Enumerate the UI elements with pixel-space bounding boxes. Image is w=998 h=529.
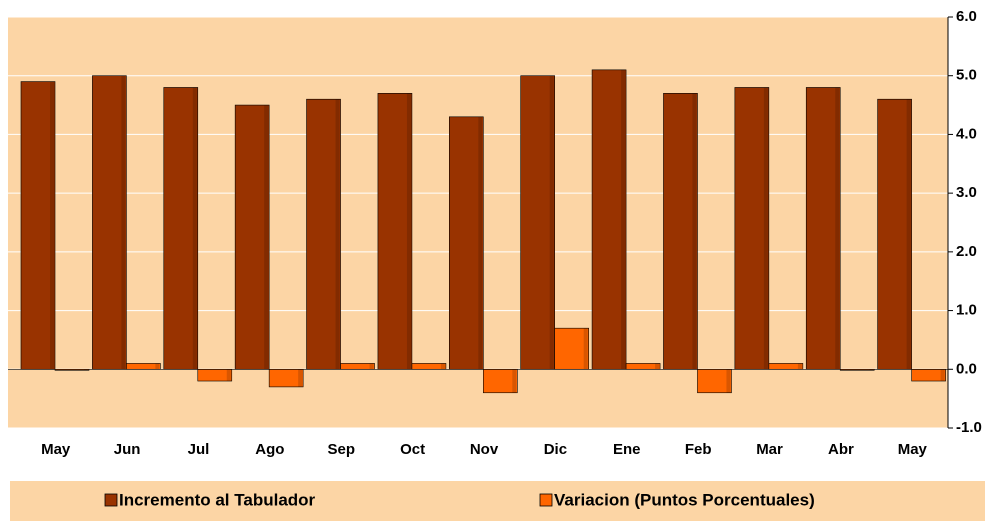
bar-side bbox=[298, 369, 303, 387]
bar bbox=[411, 363, 447, 370]
bar-side bbox=[155, 363, 160, 370]
bar bbox=[126, 363, 161, 370]
bar bbox=[306, 98, 341, 370]
x-tick-label: Jun bbox=[114, 441, 141, 458]
bar-side bbox=[797, 363, 802, 370]
bar bbox=[697, 368, 732, 394]
x-tick-label: May bbox=[41, 441, 71, 458]
bar bbox=[911, 368, 946, 382]
bar bbox=[768, 363, 804, 370]
bar bbox=[268, 368, 304, 388]
bar bbox=[377, 93, 413, 370]
y-tick-label: 0.0 bbox=[956, 360, 977, 377]
y-tick-label: -1.0 bbox=[956, 419, 982, 436]
bar bbox=[520, 75, 555, 370]
x-tick-label: Ago bbox=[255, 441, 284, 458]
bar-side bbox=[621, 69, 626, 370]
bar bbox=[554, 327, 589, 370]
bar-side bbox=[726, 369, 731, 393]
y-tick-label: 3.0 bbox=[956, 184, 977, 201]
bar bbox=[92, 75, 127, 370]
bar bbox=[234, 104, 270, 370]
legend-marker bbox=[539, 493, 553, 507]
bar bbox=[805, 87, 841, 370]
x-tick-label: Abr bbox=[828, 441, 854, 458]
bar-side bbox=[478, 116, 483, 370]
x-tick-label: Jul bbox=[188, 441, 210, 458]
bar bbox=[625, 363, 661, 370]
bar-side bbox=[192, 87, 197, 370]
x-tick-label: Mar bbox=[756, 441, 783, 458]
bar bbox=[483, 368, 518, 394]
x-tick-label: Ene bbox=[613, 441, 641, 458]
bar-side bbox=[549, 75, 554, 370]
x-tick-label: May bbox=[898, 441, 928, 458]
x-tick-label: Nov bbox=[470, 441, 499, 458]
bar bbox=[197, 368, 233, 382]
y-tick-label: 4.0 bbox=[956, 125, 977, 142]
bar-side bbox=[869, 369, 874, 371]
bar-side bbox=[835, 87, 840, 370]
bar-side bbox=[906, 99, 911, 370]
legend-marker bbox=[104, 493, 118, 507]
bar bbox=[734, 87, 770, 370]
bar-side bbox=[121, 75, 126, 370]
bar-side bbox=[440, 363, 445, 370]
x-tick-label: Dic bbox=[544, 441, 567, 458]
x-tick-label: Feb bbox=[685, 441, 712, 458]
bar-side bbox=[583, 328, 588, 370]
legend-box bbox=[10, 481, 985, 521]
bar bbox=[340, 363, 375, 370]
bar-side bbox=[406, 93, 411, 370]
legend-label: Variacion (Puntos Porcentuales) bbox=[554, 490, 815, 509]
bar bbox=[449, 116, 484, 370]
bar-side bbox=[50, 81, 54, 370]
bar-side bbox=[512, 369, 517, 393]
bar bbox=[877, 98, 912, 370]
bar bbox=[663, 93, 698, 370]
legend-label: Incremento al Tabulador bbox=[119, 490, 316, 509]
y-tick-label: 5.0 bbox=[956, 67, 977, 84]
bar-side bbox=[940, 369, 945, 382]
bar-side bbox=[692, 93, 697, 370]
bar-side bbox=[264, 105, 269, 370]
x-tick-label: Oct bbox=[400, 441, 425, 458]
bar-side bbox=[335, 99, 340, 370]
bar bbox=[20, 81, 56, 370]
bar bbox=[591, 69, 627, 370]
y-tick-label: 1.0 bbox=[956, 302, 977, 319]
bar-side bbox=[655, 363, 660, 370]
bar-side bbox=[84, 369, 88, 371]
bar-side bbox=[369, 363, 374, 370]
bar-side bbox=[226, 369, 231, 382]
y-tick-label: 6.0 bbox=[956, 8, 977, 25]
bar bbox=[163, 87, 199, 370]
bar-side bbox=[763, 87, 768, 370]
y-tick-label: 2.0 bbox=[956, 243, 977, 260]
x-tick-label: Sep bbox=[327, 441, 355, 458]
